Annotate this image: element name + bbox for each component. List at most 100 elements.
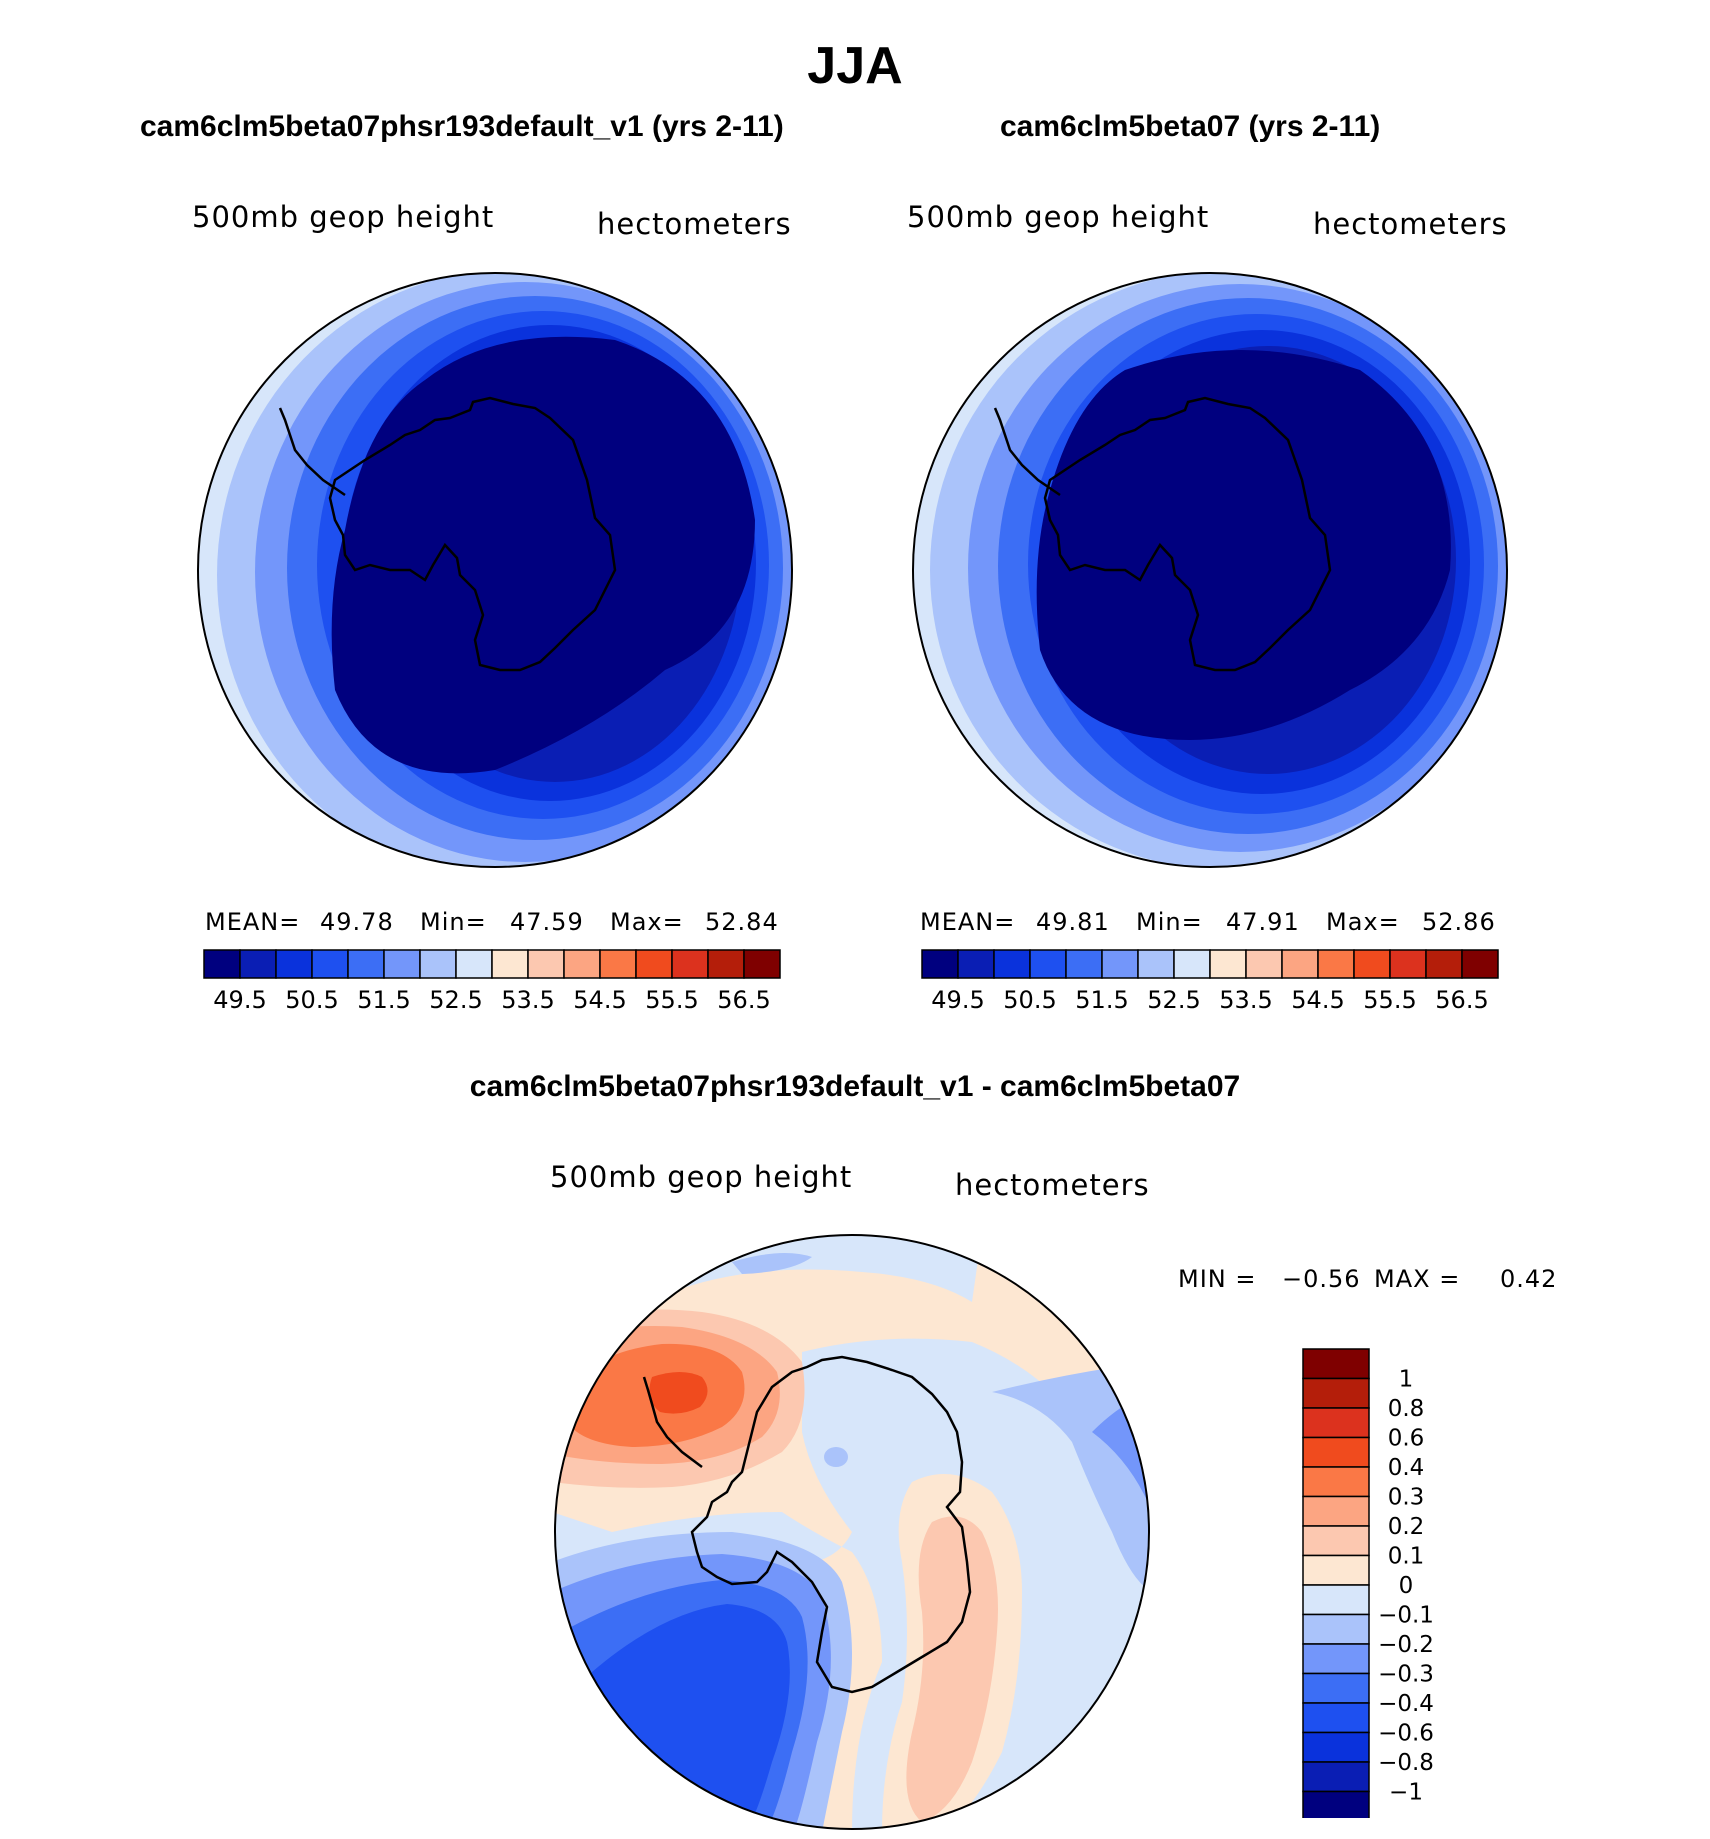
colorbar-tick-label: 0 [1399, 1573, 1414, 1599]
colorbar-swatch [957, 949, 995, 979]
colorbar-tick-label: 54.5 [1291, 986, 1344, 1014]
colorbar-swatch [1302, 1584, 1370, 1616]
colorbar-swatch [1245, 949, 1283, 979]
colorbar-tick-label: 0.3 [1388, 1485, 1425, 1511]
colorbar-swatch [1302, 1495, 1370, 1527]
colorbar-tick-label: 1 [1399, 1367, 1414, 1393]
difference-max-value: 0.42 [1500, 1265, 1558, 1293]
colorbar-swatch [491, 949, 529, 979]
colorbar-tick-label: 53.5 [501, 986, 554, 1014]
colorbar-swatch [1302, 1554, 1370, 1586]
difference-min-value: −0.56 [1282, 1265, 1361, 1293]
right-max-value: 52.86 [1422, 908, 1496, 936]
colorbar-tick-label: 56.5 [717, 986, 770, 1014]
low-center-band [331, 336, 755, 774]
antarctica-coastline [1043, 396, 1332, 672]
colorbar-swatch [1302, 1377, 1370, 1409]
colorbar-tick-label: 0.4 [1388, 1455, 1425, 1481]
colorbar-swatch [635, 949, 673, 979]
colorbar-tick-label: 55.5 [1363, 986, 1416, 1014]
right-units-label: hectometers [1313, 207, 1508, 241]
left-panel-heading: cam6clm5beta07phsr193default_v1 (yrs 2-1… [140, 110, 784, 143]
colorbar-tick-label: −0.6 [1378, 1721, 1434, 1747]
colorbar-swatch [1101, 949, 1139, 979]
colorbar-swatch [1029, 949, 1067, 979]
colorbar-swatch [455, 949, 493, 979]
colorbar-swatch [239, 949, 277, 979]
colorbar-tick-label: 52.5 [429, 986, 482, 1014]
colorbar-swatch [993, 949, 1031, 979]
colorbar-tick-label: −0.1 [1378, 1603, 1434, 1629]
right-map [912, 272, 1508, 868]
colorbar-swatch [1353, 949, 1391, 979]
colorbar-swatch [599, 949, 637, 979]
colorbar-tick-label: 49.5 [213, 986, 266, 1014]
difference-units-label: hectometers [955, 1168, 1150, 1202]
colorbar-swatch [1317, 949, 1355, 979]
antarctic-peninsula [993, 407, 1061, 497]
antarctica-coastline [690, 1355, 972, 1694]
colorbar-swatch [1302, 1731, 1370, 1763]
colorbar-swatch [1302, 1436, 1370, 1468]
colorbar-swatch [1302, 1672, 1370, 1704]
colorbar-swatch [1302, 1407, 1370, 1439]
colorbar-swatch [1065, 949, 1103, 979]
colorbar-tick-label: 0.6 [1388, 1426, 1425, 1452]
low-center-band [1036, 350, 1451, 740]
left-units-label: hectometers [597, 207, 792, 241]
colorbar-swatch [563, 949, 601, 979]
left-colorbar: 49.5 50.5 51.5 52.5 53.5 54.5 55.5 56.5 [203, 949, 781, 1014]
difference-min-label: MIN = [1178, 1265, 1257, 1293]
map-boundary [912, 272, 1508, 868]
colorbar-swatch [1302, 1525, 1370, 1557]
antarctica-coastline [328, 396, 617, 672]
colorbar-swatch [1302, 1466, 1370, 1498]
colorbar-swatch [1302, 1643, 1370, 1675]
colorbar-swatch [383, 949, 421, 979]
antarctic-peninsula [278, 407, 346, 497]
colorbar-tick-label: 0.2 [1388, 1514, 1425, 1540]
right-variable-label: 500mb geop height [907, 200, 1210, 234]
right-mean-label: MEAN= [920, 908, 1016, 936]
colorbar-swatch [1302, 1348, 1370, 1380]
colorbar-tick-label: 50.5 [1003, 986, 1056, 1014]
colorbar-swatch [1302, 1761, 1370, 1793]
colorbar-tick-label: 51.5 [357, 986, 410, 1014]
difference-max-label: MAX = [1374, 1265, 1461, 1293]
right-mean-value: 49.81 [1036, 908, 1110, 936]
colorbar-swatch [707, 949, 745, 979]
colorbar-swatch [347, 949, 385, 979]
colorbar-tick-label: 50.5 [285, 986, 338, 1014]
colorbar-tick-label: −0.2 [1378, 1632, 1434, 1658]
colorbar-swatch [1302, 1702, 1370, 1734]
colorbar-swatch [203, 949, 241, 979]
anomaly-band [906, 1516, 998, 1822]
colorbar-swatch [527, 949, 565, 979]
colorbar-swatch [1461, 949, 1499, 979]
colorbar-tick-label: 0.1 [1388, 1544, 1425, 1570]
left-min-value: 47.59 [510, 908, 584, 936]
anomaly-band [649, 1372, 708, 1414]
left-variable-label: 500mb geop height [192, 200, 495, 234]
colorbar-tick-label: 52.5 [1147, 986, 1200, 1014]
right-panel-heading: cam6clm5beta07 (yrs 2-11) [1000, 110, 1381, 143]
left-mean-value: 49.78 [320, 908, 394, 936]
anomaly-band [732, 1253, 812, 1274]
antarctic-peninsula [642, 1376, 703, 1468]
difference-variable-label: 500mb geop height [550, 1160, 853, 1194]
figure-title: JJA [807, 37, 903, 95]
colorbar-swatch [1302, 1613, 1370, 1645]
colorbar-tick-label: 49.5 [931, 986, 984, 1014]
right-min-value: 47.91 [1226, 908, 1300, 936]
colorbar-tick-label: −1 [1389, 1780, 1423, 1806]
colorbar-tick-label: −0.8 [1378, 1750, 1434, 1776]
difference-heading: cam6clm5beta07phsr193default_v1 - cam6cl… [469, 1070, 1241, 1103]
difference-colorbar: 1 0.8 0.6 0.4 0.3 0.2 0.1 0 −0.1 −0.2 −0.3 −0.4 −0.6… [1302, 1348, 1434, 1818]
anomaly-spot [824, 1447, 848, 1467]
difference-map [554, 1234, 1150, 1830]
colorbar-tick-label: −0.3 [1378, 1662, 1434, 1688]
map-boundary [197, 272, 793, 868]
left-mean-label: MEAN= [205, 908, 301, 936]
colorbar-tick-label: 51.5 [1075, 986, 1128, 1014]
left-max-label: Max= [610, 908, 684, 936]
